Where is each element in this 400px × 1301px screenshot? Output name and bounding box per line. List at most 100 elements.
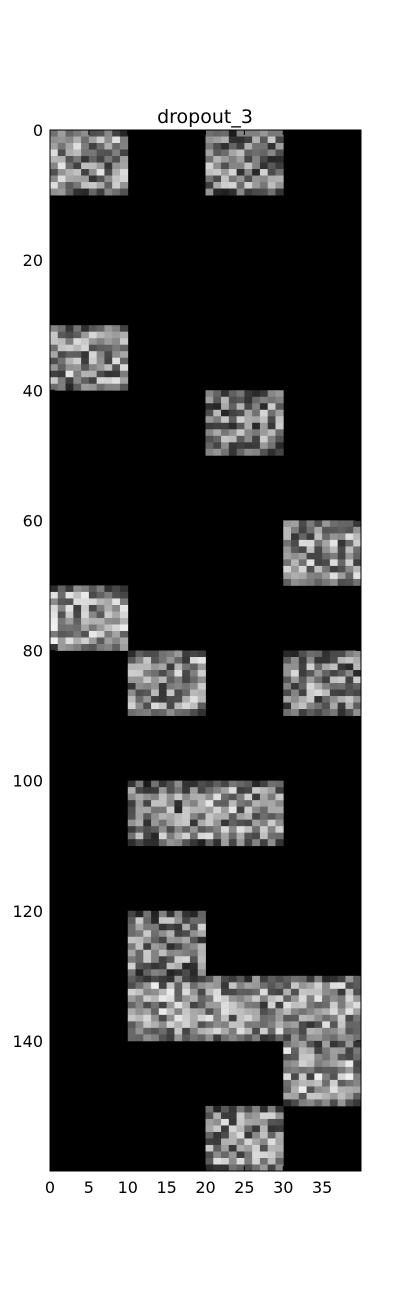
heatmap-cell	[151, 1014, 160, 1022]
heatmap-cell	[189, 975, 199, 983]
heatmap-cell	[197, 936, 206, 944]
heatmap-cell	[252, 1034, 261, 1042]
heatmap-cell	[127, 943, 136, 951]
heatmap-cell	[314, 995, 323, 1003]
heatmap-cell	[283, 709, 292, 716]
heatmap-cell	[158, 1027, 168, 1035]
heatmap-cell	[283, 533, 292, 541]
heatmap-cell	[283, 650, 292, 658]
heatmap-cell	[259, 1125, 269, 1133]
heatmap-cell	[197, 709, 206, 716]
heatmap-cell	[50, 383, 59, 391]
heatmap-cell	[174, 1014, 183, 1022]
heatmap-cell	[236, 1157, 245, 1165]
heatmap-cell	[57, 325, 66, 333]
heatmap-cell	[127, 826, 136, 834]
heatmap-cell	[213, 169, 222, 176]
heatmap-cell	[283, 1008, 292, 1016]
heatmap-cell	[65, 585, 74, 593]
heatmap-cell	[306, 683, 315, 690]
heatmap-cell	[57, 169, 66, 176]
heatmap-cell	[151, 1034, 160, 1042]
heatmap-cell	[244, 988, 253, 996]
heatmap-cell	[252, 1105, 261, 1113]
heatmap-cell	[158, 982, 168, 990]
heatmap-cell	[259, 182, 269, 189]
y-tick-label: 100	[12, 772, 43, 791]
heatmap-cell	[228, 1144, 238, 1152]
heatmap-cell	[158, 780, 168, 788]
heatmap-cell	[337, 559, 346, 567]
heatmap-cell	[228, 130, 238, 137]
heatmap-cell	[182, 813, 191, 821]
heatmap-cell	[65, 331, 74, 339]
heatmap-cell	[166, 806, 175, 814]
heatmap-cell	[345, 676, 354, 684]
heatmap-cell	[182, 676, 191, 684]
heatmap-cell	[259, 1008, 269, 1016]
heatmap-cell	[221, 982, 230, 990]
heatmap-cell	[127, 819, 136, 827]
feature-map-tile	[283, 1040, 362, 1107]
heatmap-cell	[182, 683, 191, 690]
heatmap-cell	[244, 169, 253, 176]
heatmap-cell	[221, 988, 230, 996]
heatmap-cell	[298, 533, 307, 541]
heatmap-cell	[353, 988, 362, 996]
heatmap-cell	[252, 442, 261, 450]
heatmap-cell	[298, 975, 307, 983]
heatmap-cell	[197, 689, 206, 697]
heatmap-cell	[112, 325, 121, 333]
heatmap-cell	[96, 617, 105, 625]
heatmap-cell	[205, 442, 214, 450]
heatmap-cell	[345, 1014, 354, 1022]
heatmap-cell	[259, 800, 269, 808]
heatmap-cell	[182, 910, 191, 918]
heatmap-cell	[337, 572, 346, 580]
heatmap-cell	[151, 663, 160, 671]
heatmap-cell	[81, 598, 90, 606]
heatmap-cell	[65, 143, 74, 150]
heatmap-cell	[329, 702, 339, 710]
heatmap-cell	[197, 930, 206, 938]
heatmap-cell	[174, 1008, 183, 1016]
heatmap-cell	[353, 650, 362, 658]
heatmap-cell	[151, 949, 160, 957]
heatmap-cell	[112, 182, 121, 189]
heatmap-cell	[182, 663, 191, 671]
heatmap-cell	[298, 1066, 307, 1074]
heatmap-cell	[119, 624, 129, 632]
heatmap-cell	[236, 988, 245, 996]
heatmap-cell	[337, 696, 346, 703]
heatmap-cell	[283, 1066, 292, 1074]
heatmap-cell	[143, 910, 152, 918]
heatmap-cell	[143, 709, 152, 716]
heatmap-cell	[353, 1066, 362, 1074]
heatmap-cell	[73, 585, 82, 593]
heatmap-cell	[244, 826, 253, 834]
heatmap-cell	[143, 702, 152, 710]
heatmap-cell	[259, 149, 269, 157]
y-tick-label: 20	[23, 251, 43, 270]
heatmap-cell	[57, 604, 66, 612]
heatmap-cell	[275, 1131, 284, 1139]
y-tick-label: 60	[23, 511, 43, 530]
heatmap-cell	[345, 663, 354, 671]
heatmap-cell	[205, 1151, 214, 1159]
heatmap-cell	[50, 188, 59, 196]
heatmap-cell	[213, 780, 222, 788]
heatmap-cell	[50, 585, 59, 593]
heatmap-cell	[182, 709, 191, 716]
heatmap-cell	[259, 390, 269, 398]
heatmap-cell	[221, 143, 230, 150]
heatmap-cell	[135, 650, 144, 658]
heatmap-cell	[57, 598, 66, 606]
heatmap-cell	[221, 1001, 230, 1009]
heatmap-cell	[267, 1157, 276, 1165]
heatmap-cell	[236, 826, 245, 834]
heatmap-cell	[143, 975, 152, 983]
heatmap-cell	[236, 162, 245, 170]
heatmap-cell	[275, 988, 284, 996]
heatmap-cell	[88, 188, 98, 196]
heatmap-cell	[96, 357, 105, 365]
